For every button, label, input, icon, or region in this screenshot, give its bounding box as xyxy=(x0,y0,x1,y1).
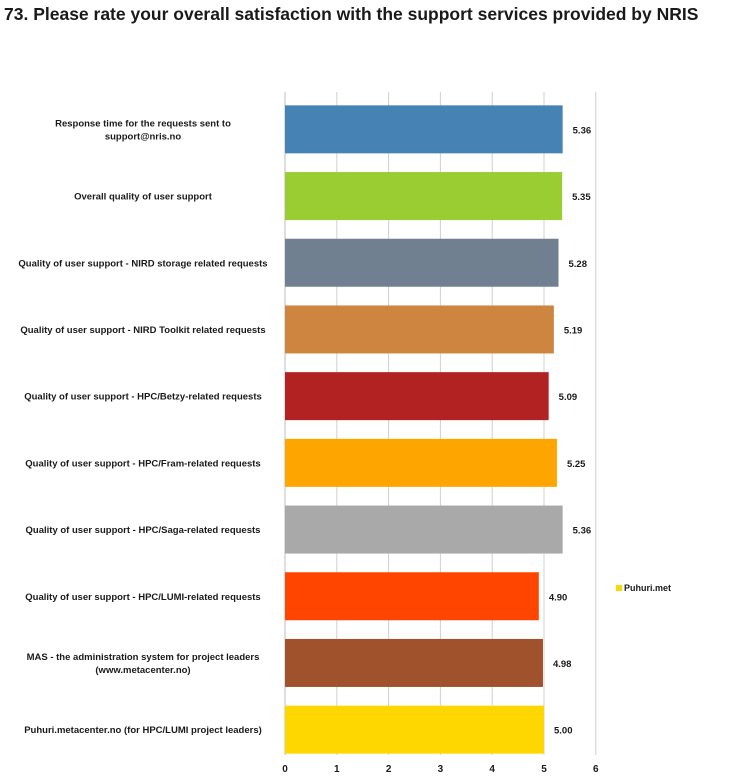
x-tick-label: 4 xyxy=(489,764,495,775)
data-label: 5.35 xyxy=(572,192,591,203)
category-label-line: Puhuri.metacenter.no (for HPC/LUMI proje… xyxy=(24,725,262,736)
category-label-line: Quality of user support - HPC/Betzy-rela… xyxy=(24,392,262,403)
category-label-line: Quality of user support - HPC/Fram-relat… xyxy=(25,458,260,469)
category-label: Quality of user support - HPC/Betzy-rela… xyxy=(24,392,262,403)
x-axis-tick-labels: 0 1 2 3 4 5 6 xyxy=(282,764,599,775)
category-labels: Response time for the requests sent to su… xyxy=(18,118,267,736)
bar xyxy=(285,238,559,287)
bar xyxy=(285,705,544,754)
x-tick-label: 2 xyxy=(386,764,392,775)
x-tick-label: 1 xyxy=(334,764,340,775)
x-tick-label: 3 xyxy=(438,764,444,775)
value-labels: 5.36 5.35 5.28 5.19 5.09 5.25 5.36 4.90 4.98 5.00 xyxy=(549,125,592,736)
category-label-line: Quality of user support - HPC/Saga-relat… xyxy=(26,525,261,536)
category-label: Quality of user support - NIRD Toolkit r… xyxy=(20,325,265,336)
data-label: 4.98 xyxy=(553,659,572,670)
category-label-line: support@nris.no xyxy=(105,131,181,142)
category-label: Quality of user support - HPC/Saga-relat… xyxy=(26,525,261,536)
category-label-line: Response time for the requests sent to xyxy=(55,118,231,129)
bar xyxy=(285,438,557,487)
legend-swatch xyxy=(616,585,622,591)
bar xyxy=(285,305,554,354)
x-tick-label: 5 xyxy=(541,764,547,775)
legend-label: Puhuri.met xyxy=(624,583,671,593)
legend: Puhuri.met xyxy=(616,583,671,593)
category-label: Quality of user support - HPC/Fram-relat… xyxy=(25,458,260,469)
x-tick-label: 0 xyxy=(282,764,288,775)
x-tick-label: 6 xyxy=(593,764,599,775)
data-label: 4.90 xyxy=(549,592,568,603)
category-label-line: Quality of user support - HPC/LUMI-relat… xyxy=(25,592,260,603)
category-label-line: (www.metacenter.no) xyxy=(95,665,190,676)
category-label: MAS - the administration system for proj… xyxy=(27,652,260,676)
category-label: Overall quality of user support xyxy=(74,192,213,203)
bar xyxy=(285,572,539,621)
category-label: Quality of user support - NIRD storage r… xyxy=(18,258,267,269)
category-label-line: MAS - the administration system for proj… xyxy=(27,652,260,663)
data-label: 5.36 xyxy=(573,125,592,136)
data-label: 5.28 xyxy=(569,259,588,270)
bars xyxy=(285,105,563,754)
category-label-line: Quality of user support - NIRD storage r… xyxy=(18,258,267,269)
bar xyxy=(285,638,543,687)
bar xyxy=(285,372,549,421)
category-label-line: Quality of user support - NIRD Toolkit r… xyxy=(20,325,265,336)
bar xyxy=(285,172,563,221)
bar xyxy=(285,505,563,554)
data-label: 5.00 xyxy=(554,726,573,737)
category-label: Quality of user support - HPC/LUMI-relat… xyxy=(25,592,260,603)
data-label: 5.36 xyxy=(573,526,592,537)
data-label: 5.09 xyxy=(559,392,578,403)
chart-title: 73. Please rate your overall satisfactio… xyxy=(4,4,699,24)
category-label: Puhuri.metacenter.no (for HPC/LUMI proje… xyxy=(24,725,262,736)
category-label: Response time for the requests sent to su… xyxy=(55,118,231,142)
bar xyxy=(285,105,563,154)
data-label: 5.25 xyxy=(567,459,586,470)
data-label: 5.19 xyxy=(564,325,583,336)
category-label-line: Overall quality of user support xyxy=(74,192,213,203)
